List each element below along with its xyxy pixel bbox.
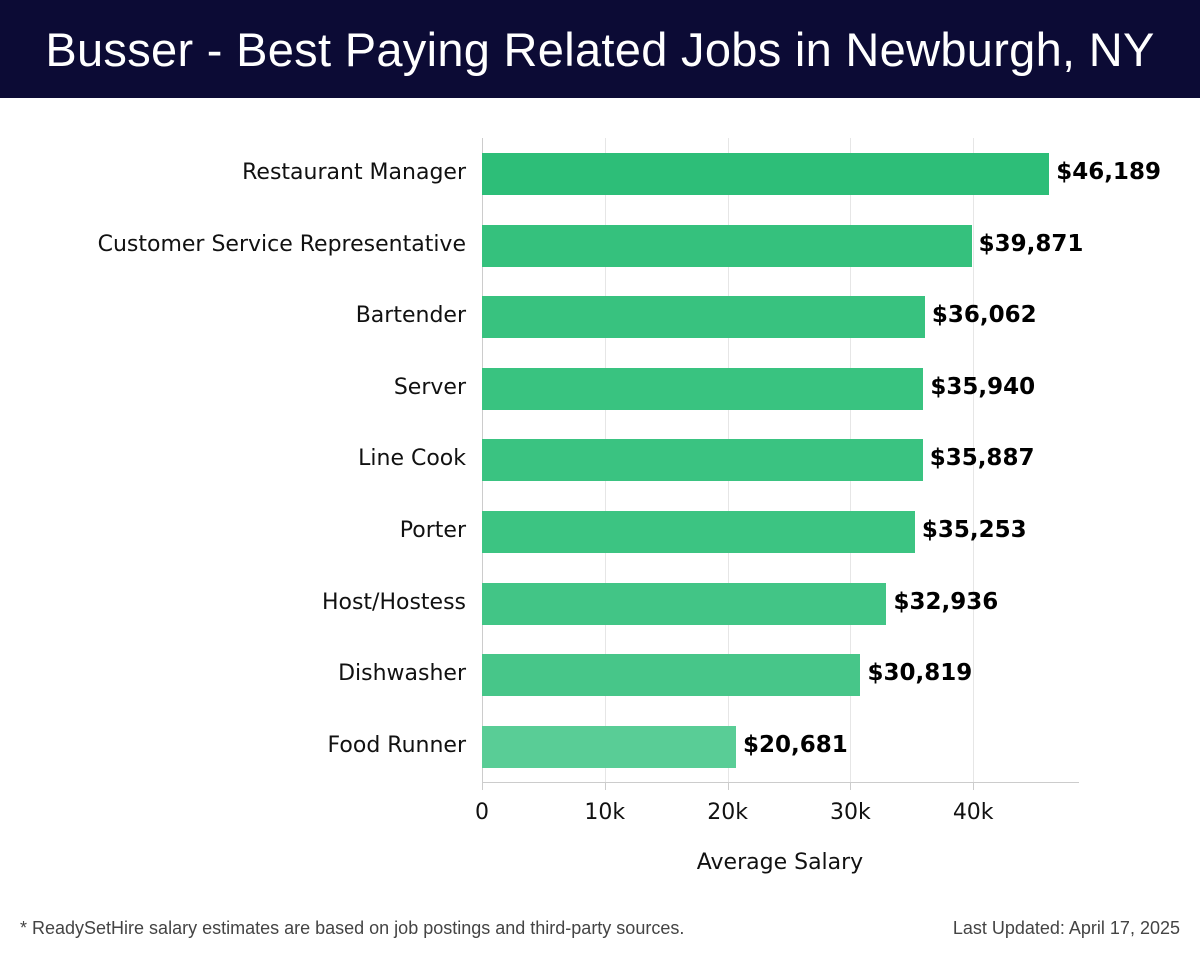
bar — [482, 511, 915, 553]
category-label: Bartender — [355, 303, 466, 329]
category-label: Porter — [399, 518, 466, 543]
category-label: Server — [393, 374, 466, 400]
last-updated: Last Updated: April 17, 2025 — [952, 918, 1180, 938]
value-label: $39,871 — [978, 230, 1084, 257]
value-label: $46,189 — [1056, 159, 1161, 185]
category-label: Food Runner — [327, 732, 466, 758]
bar — [482, 654, 861, 697]
category-label: Line Cook — [358, 446, 466, 472]
x-tick-label: 20k — [707, 800, 748, 825]
bar — [482, 153, 1050, 195]
x-tick — [973, 782, 975, 790]
bar — [482, 582, 887, 625]
value-label: $30,819 — [867, 660, 973, 687]
x-tick-label: 40k — [952, 800, 994, 825]
header-banner: Busser - Best Paying Related Jobs in New… — [0, 0, 1200, 98]
category-label: Host/Hostess — [321, 589, 466, 615]
value-label: $36,062 — [931, 302, 1037, 329]
x-tick — [727, 782, 729, 790]
value-label: $32,936 — [893, 588, 999, 615]
x-axis-line — [482, 782, 1079, 783]
bar — [482, 439, 923, 482]
value-label: $35,253 — [921, 517, 1027, 543]
x-tick-label: 0 — [475, 800, 489, 825]
x-tick — [850, 782, 852, 790]
bar — [482, 224, 972, 267]
bar — [482, 367, 924, 410]
x-tick — [604, 782, 606, 790]
x-tick-label: 30k — [830, 800, 871, 825]
category-label: Customer Service Representative — [97, 231, 466, 257]
bar — [482, 725, 736, 768]
value-label: $20,681 — [742, 731, 848, 758]
gridline — [973, 138, 975, 782]
category-label: Restaurant Manager — [242, 160, 466, 185]
x-tick-label: 10k — [584, 800, 626, 825]
bar — [482, 296, 925, 339]
category-label: Dishwasher — [338, 661, 466, 687]
value-label: $35,940 — [930, 373, 1036, 400]
x-axis-label: Average Salary — [696, 850, 864, 875]
chart-title: Busser - Best Paying Related Jobs in New… — [45, 23, 1155, 76]
value-label: $35,887 — [929, 445, 1035, 472]
footer-note: * ReadySetHire salary estimates are base… — [20, 918, 685, 938]
